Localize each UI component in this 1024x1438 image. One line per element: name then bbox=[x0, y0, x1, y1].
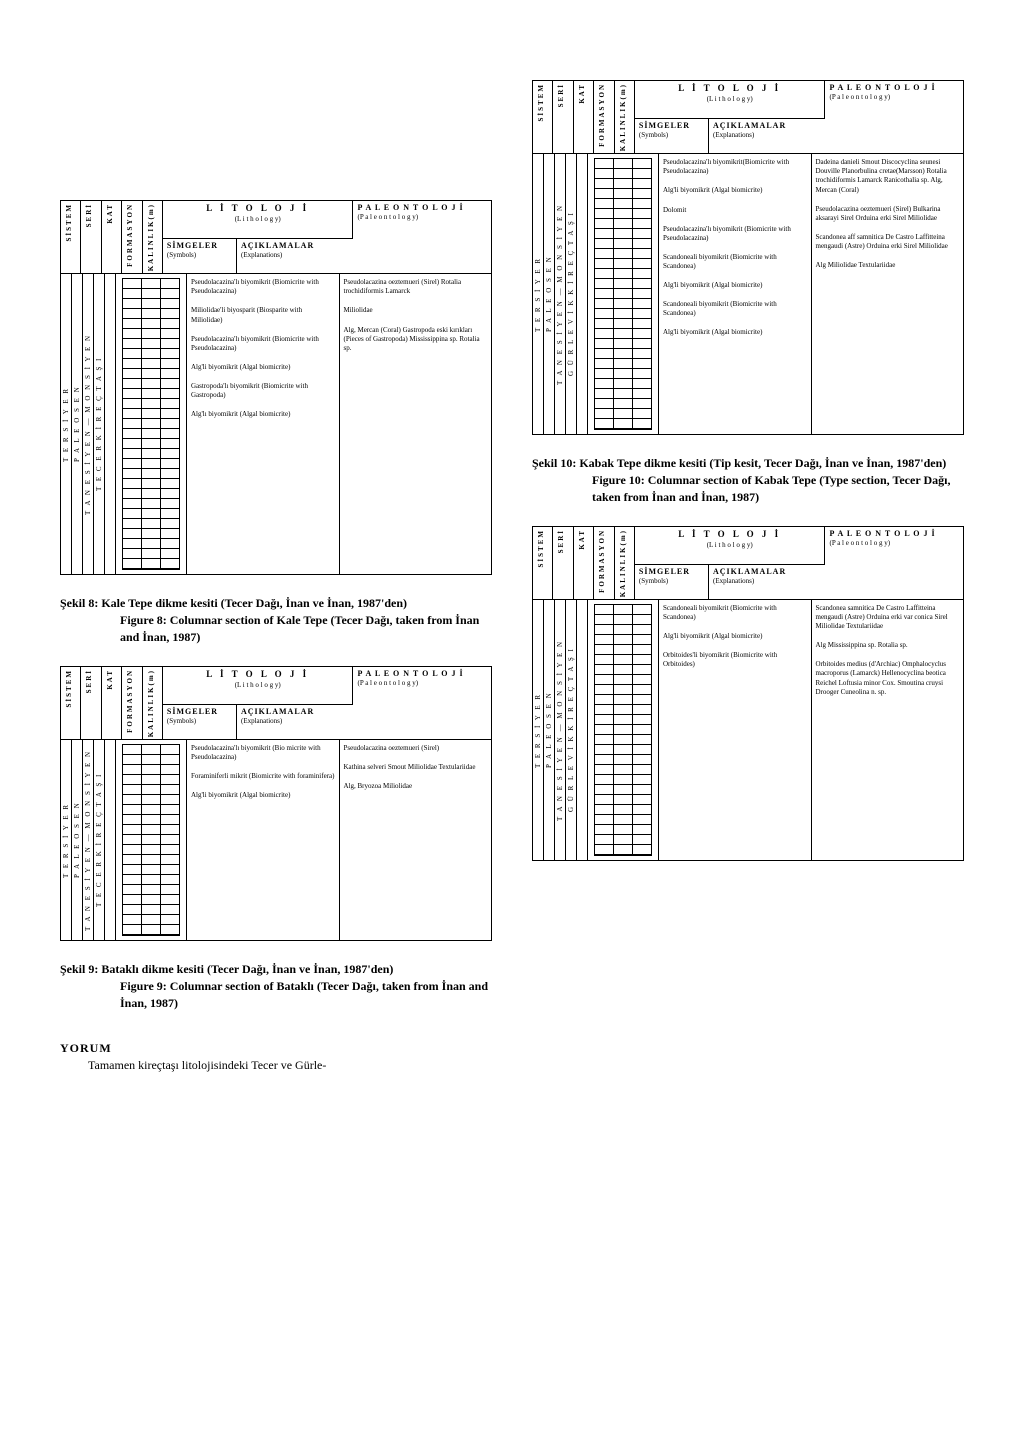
f11-litho-column bbox=[588, 600, 659, 860]
hdr-kat: KAT bbox=[106, 203, 114, 224]
yorum-body: Tamamen kireçtaşı litolojisindeki Tecer … bbox=[60, 1058, 492, 1073]
yorum-heading: YORUM bbox=[60, 1041, 492, 1056]
hdr-kalinlik: KALINLIK(m) bbox=[147, 203, 155, 271]
f10-paleontology: Dadeina danieli Smout Discocyclina seune… bbox=[812, 154, 964, 434]
figure-11-header: SİSTEM SERİ KAT FORMASYON KALINLIK(m) L … bbox=[533, 527, 963, 600]
figure-9: SİSTEM SERİ KAT FORMASYON KALINLIK(m) L … bbox=[60, 666, 492, 941]
f10-litho-column bbox=[588, 154, 659, 434]
f8-paleontology: Pseudolacazina oeztemueri (Sirel) Rotali… bbox=[340, 274, 492, 574]
figure-8-header: SİSTEM SERİ KAT FORMASYON KALINLIK(m) L … bbox=[61, 201, 491, 274]
f8-system: T E R S İ Y E R bbox=[61, 278, 71, 570]
hdr-seri: SERİ bbox=[85, 203, 93, 227]
hdr-paleo: P A L E O N T O L O J İ bbox=[357, 203, 463, 212]
f8-formation: T E C E R K İ R E Ç T A Ş I bbox=[94, 278, 104, 570]
f8-explanations: Pseudolacazina'lı biyomikrit (Biomicrite… bbox=[187, 274, 340, 574]
f8-stage: T A N E S İ Y E N — M O N S İ Y E N bbox=[83, 278, 93, 570]
f9-paleontology: Pseudolacazina oeztemueri (Sirel) Kathin… bbox=[340, 740, 492, 940]
hdr-lito-sub: (L i t h o l o g y) bbox=[235, 215, 281, 223]
figure-8-caption: Şekil 8: Kale Tepe dikme kesiti (Tecer D… bbox=[60, 595, 492, 645]
f9-litho-column bbox=[116, 740, 187, 940]
hdr-acikl: AÇIKLAMALAR bbox=[241, 241, 314, 250]
hdr-formasyon: FORMASYON bbox=[126, 203, 134, 267]
f10-explanations: Pseudolacazina'lı biyomikrit(Biomicrite … bbox=[659, 154, 812, 434]
hdr-paleo-sub: (P a l e o n t o l o g y) bbox=[357, 213, 418, 221]
f8-litho-column bbox=[116, 274, 187, 574]
figure-10-header: SİSTEM SERİ KAT FORMASYON KALINLIK(m) L … bbox=[533, 81, 963, 154]
hdr-lito: L İ T O L O J İ bbox=[206, 203, 309, 213]
hdr-sistem: SİSTEM bbox=[65, 203, 73, 241]
figure-9-caption: Şekil 9: Bataklı dikme kesiti (Tecer Dağ… bbox=[60, 961, 492, 1011]
hdr-simgeler: SİMGELER bbox=[167, 241, 218, 250]
f11-explanations: Scandoneali biyomikrit (Biomicrite with … bbox=[659, 600, 812, 860]
f8-series: P A L E O S E N bbox=[72, 278, 82, 570]
figure-9-header: SİSTEM SERİ KAT FORMASYON KALINLIK(m) L … bbox=[61, 667, 491, 740]
figure-8: SİSTEM SERİ KAT FORMASYON KALINLIK(m) L … bbox=[60, 200, 492, 575]
figure-10-caption: Şekil 10: Kabak Tepe dikme kesiti (Tip k… bbox=[532, 455, 964, 505]
f9-explanations: Pseudolacazina'lı biyomikrit (Bio micrit… bbox=[187, 740, 340, 940]
f11-paleontology: Scandonea samnitica De Castro Laffittein… bbox=[812, 600, 964, 860]
figure-11: SİSTEM SERİ KAT FORMASYON KALINLIK(m) L … bbox=[532, 526, 964, 861]
figure-10: SİSTEM SERİ KAT FORMASYON KALINLIK(m) L … bbox=[532, 80, 964, 435]
